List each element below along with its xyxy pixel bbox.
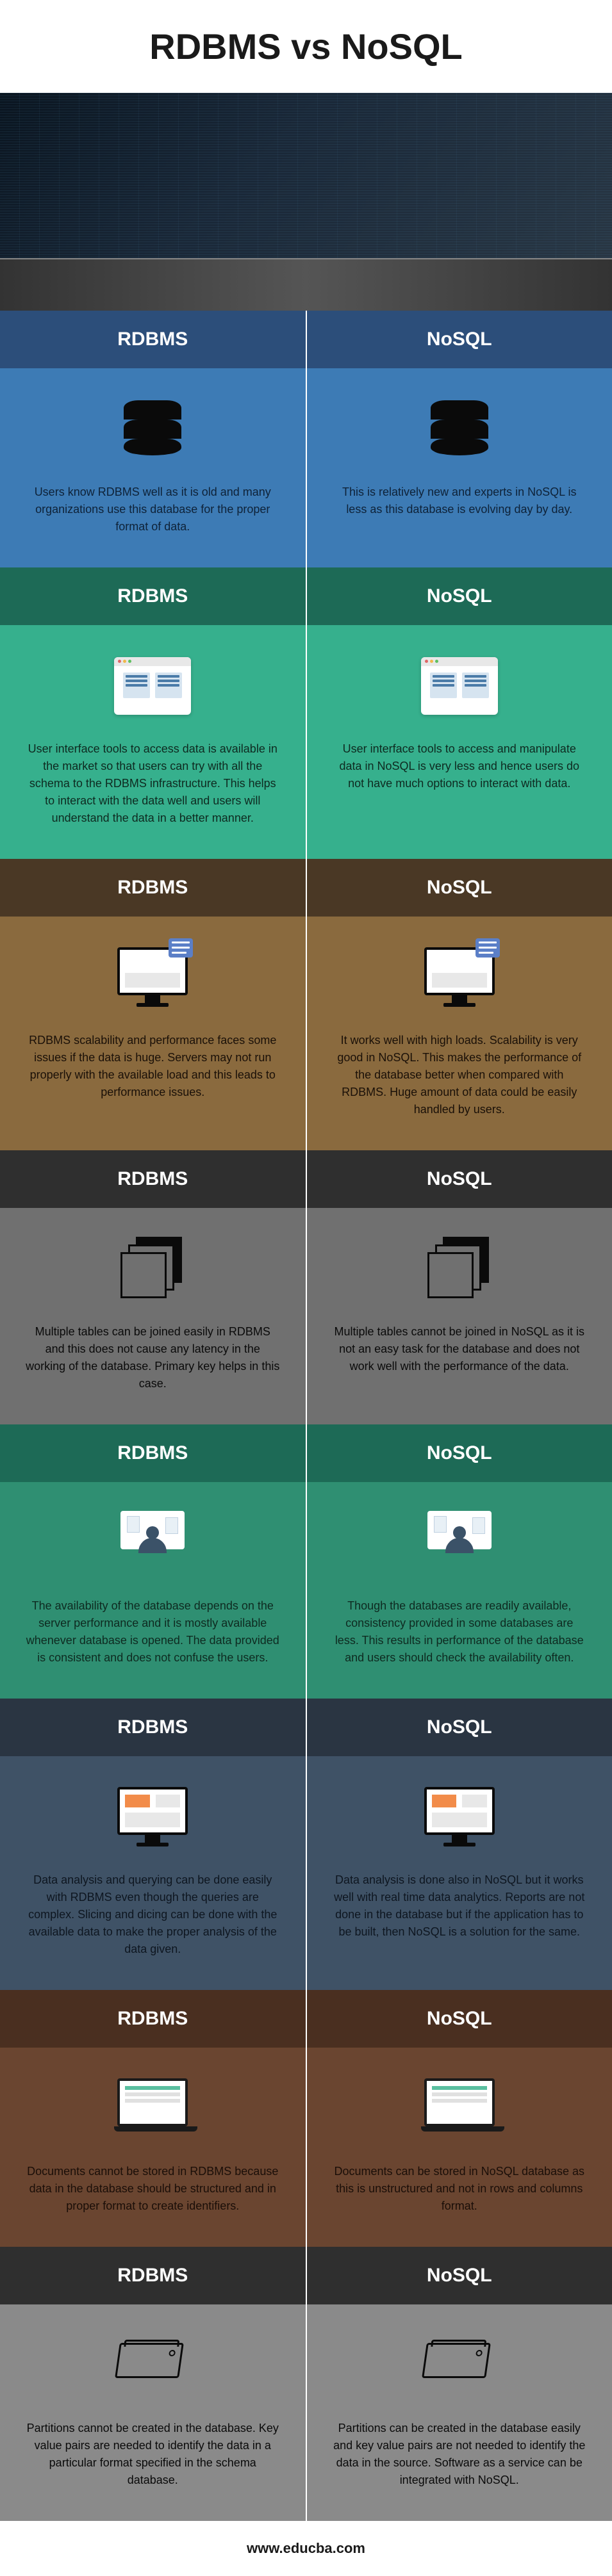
section-body: The availability of the database depends… — [0, 1482, 612, 1699]
left-description: User interface tools to access data is a… — [26, 740, 280, 827]
right-description: User interface tools to access and manip… — [333, 740, 587, 792]
section-header: RDBMSNoSQL — [0, 1699, 612, 1756]
monitor-dashboard-icon — [114, 1787, 191, 1848]
monitor-chat-icon — [114, 947, 191, 1008]
section-body: Multiple tables can be joined easily in … — [0, 1208, 612, 1424]
right-description: Documents can be stored in NoSQL databas… — [333, 2163, 587, 2215]
column-label-left: RDBMS — [0, 1990, 306, 2048]
column-label-left: RDBMS — [0, 1699, 306, 1756]
section-header: RDBMSNoSQL — [0, 859, 612, 917]
stack-icon — [427, 1237, 492, 1301]
title-block: RDBMS vs NoSQL — [0, 0, 612, 93]
left-description: Partitions cannot be created in the data… — [26, 2420, 280, 2489]
drive-icon — [117, 2343, 188, 2388]
right-description: Though the databases are readily availab… — [333, 1597, 587, 1667]
right-description: Multiple tables cannot be joined in NoSQ… — [333, 1323, 587, 1375]
left-description: Data analysis and querying can be done e… — [26, 1871, 280, 1958]
footer-url: www.educba.com — [0, 2521, 612, 2576]
left-description: Users know RDBMS well as it is old and m… — [26, 484, 280, 535]
right-description: It works well with high loads. Scalabili… — [333, 1032, 587, 1118]
section-body: Partitions cannot be created in the data… — [0, 2304, 612, 2521]
column-label-right: NoSQL — [307, 311, 612, 368]
section-header: RDBMSNoSQL — [0, 1990, 612, 2048]
right-description: Partitions can be created in the databas… — [333, 2420, 587, 2489]
column-label-right: NoSQL — [307, 1150, 612, 1208]
desk-person-icon — [114, 1511, 191, 1575]
column-label-left: RDBMS — [0, 1150, 306, 1208]
hero-image — [0, 93, 612, 311]
column-label-right: NoSQL — [307, 1424, 612, 1482]
column-label-left: RDBMS — [0, 1424, 306, 1482]
ui-window-icon — [114, 657, 191, 715]
section-body: Documents cannot be stored in RDBMS beca… — [0, 2048, 612, 2247]
section-body: Data analysis and querying can be done e… — [0, 1756, 612, 1990]
column-label-right: NoSQL — [307, 859, 612, 917]
section-header: RDBMSNoSQL — [0, 2247, 612, 2304]
section-body: Users know RDBMS well as it is old and m… — [0, 368, 612, 567]
column-label-right: NoSQL — [307, 567, 612, 625]
left-description: Multiple tables can be joined easily in … — [26, 1323, 280, 1392]
left-description: The availability of the database depends… — [26, 1597, 280, 1667]
drive-icon — [424, 2343, 495, 2388]
laptop-icon — [421, 2078, 498, 2139]
section-header: RDBMSNoSQL — [0, 311, 612, 368]
right-description: Data analysis is done also in NoSQL but … — [333, 1871, 587, 1941]
column-label-right: NoSQL — [307, 1990, 612, 2048]
column-label-right: NoSQL — [307, 1699, 612, 1756]
page-title: RDBMS vs NoSQL — [13, 26, 599, 67]
section-body: User interface tools to access data is a… — [0, 625, 612, 859]
section-body: RDBMS scalability and performance faces … — [0, 917, 612, 1150]
section-header: RDBMSNoSQL — [0, 567, 612, 625]
database-icon — [431, 400, 488, 458]
monitor-dashboard-icon — [421, 1787, 498, 1848]
left-description: RDBMS scalability and performance faces … — [26, 1032, 280, 1101]
laptop-icon — [114, 2078, 191, 2139]
ui-window-icon — [421, 657, 498, 715]
left-description: Documents cannot be stored in RDBMS beca… — [26, 2163, 280, 2215]
column-label-left: RDBMS — [0, 567, 306, 625]
database-icon — [124, 400, 181, 458]
stack-icon — [120, 1237, 185, 1301]
column-label-left: RDBMS — [0, 859, 306, 917]
monitor-chat-icon — [421, 947, 498, 1008]
column-label-right: NoSQL — [307, 2247, 612, 2304]
column-label-left: RDBMS — [0, 2247, 306, 2304]
section-header: RDBMSNoSQL — [0, 1150, 612, 1208]
section-header: RDBMSNoSQL — [0, 1424, 612, 1482]
column-label-left: RDBMS — [0, 311, 306, 368]
right-description: This is relatively new and experts in No… — [333, 484, 587, 518]
desk-person-icon — [421, 1511, 498, 1575]
